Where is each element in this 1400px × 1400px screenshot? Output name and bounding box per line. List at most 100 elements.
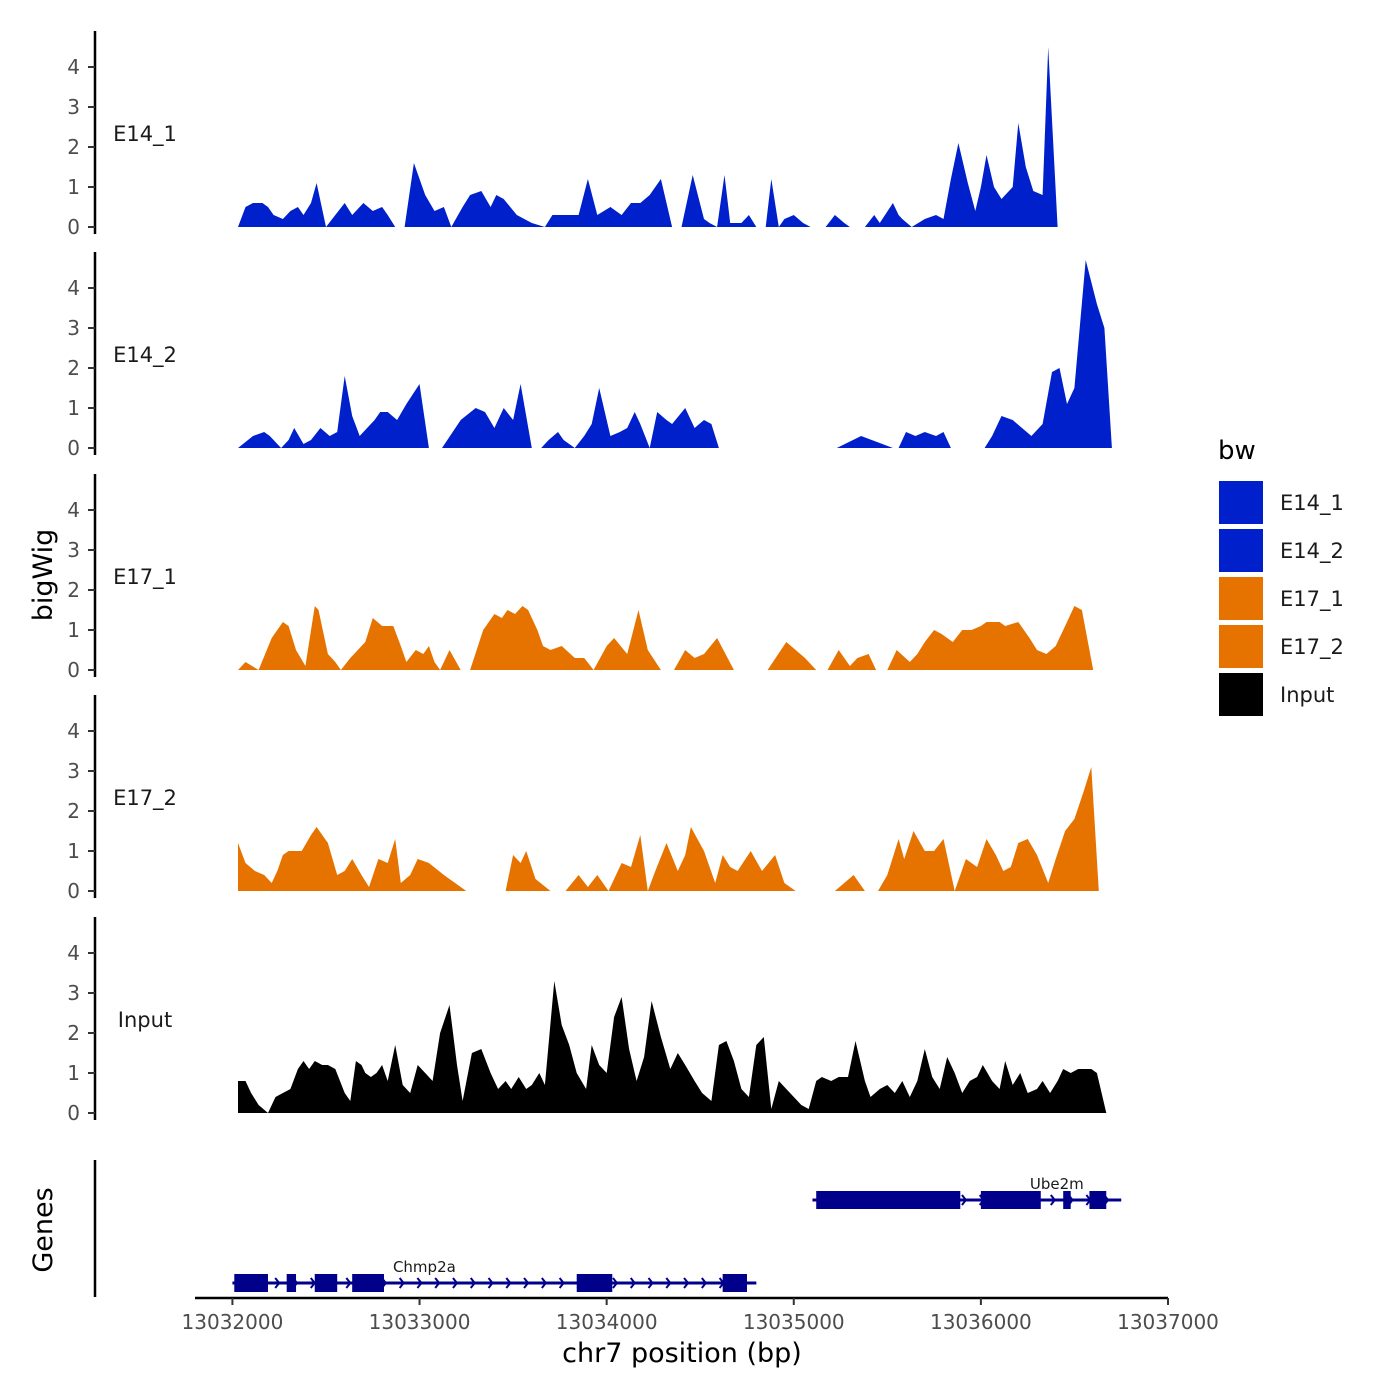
coverage-area-e17-2 <box>238 767 1116 891</box>
track-e17-2: 0 1 2 3 4 E17_2 <box>67 695 1116 903</box>
y-tick-label: 2 <box>67 578 80 602</box>
y-tick-label: 0 <box>67 436 80 460</box>
coverage-area-e14-1 <box>238 47 1112 227</box>
y-tick-label: 4 <box>67 941 80 965</box>
y-tick-label: 1 <box>67 618 80 642</box>
y-tick-label: 0 <box>67 879 80 903</box>
gene-chmp2a: Chmp2a <box>232 1258 757 1292</box>
track-label: E14_2 <box>113 343 177 368</box>
track-input: 0 1 2 3 4 Input <box>67 917 1112 1125</box>
y-tick-label: 2 <box>67 799 80 823</box>
y-tick-label: 1 <box>67 839 80 863</box>
strand-arrow <box>629 1277 637 1289</box>
legend-label: E17_1 <box>1280 587 1344 612</box>
y-tick-label: 4 <box>67 719 80 743</box>
legend-label: E17_2 <box>1280 635 1344 660</box>
y-tick-label: 3 <box>67 316 80 340</box>
y-tick-label: 4 <box>67 276 80 300</box>
legend-swatch <box>1219 529 1263 572</box>
strand-arrow <box>452 1277 459 1289</box>
track-label: E17_1 <box>113 565 177 590</box>
strand-arrow <box>487 1277 494 1289</box>
x-tick-label: 13037000 <box>1117 1310 1219 1334</box>
legend-swatch <box>1219 673 1263 716</box>
strand-arrow <box>665 1277 672 1289</box>
y-tick-label: 4 <box>67 55 80 79</box>
x-axis-title: chr7 position (bp) <box>562 1338 802 1369</box>
y-tick-label: 3 <box>67 538 80 562</box>
strand-arrow <box>683 1277 690 1289</box>
gene-exon <box>314 1274 338 1292</box>
strand-arrow <box>505 1277 512 1289</box>
legend-label: E14_1 <box>1280 491 1344 516</box>
legend: bw E14_1 E14_2 E17_1 E17_2 Input <box>1218 436 1344 716</box>
track-label: E17_2 <box>113 786 177 811</box>
strand-arrow <box>1050 1194 1057 1206</box>
genes-track-title: Genes <box>28 1187 59 1272</box>
legend-entry-e17-1: E17_1 <box>1219 577 1344 620</box>
coverage-area-input <box>238 981 1112 1113</box>
strand-arrow <box>701 1277 708 1289</box>
y-tick-label: 1 <box>67 396 80 420</box>
gene-exon <box>1089 1191 1107 1209</box>
strand-arrow <box>434 1277 441 1289</box>
x-tick-label: 13033000 <box>369 1310 471 1334</box>
gene-ube2m: Ube2m <box>812 1175 1122 1209</box>
x-tick-label: 13035000 <box>743 1310 845 1334</box>
gene-exon <box>234 1274 268 1292</box>
gene-exon <box>1063 1191 1071 1209</box>
strand-arrow <box>647 1277 654 1289</box>
legend-swatch <box>1219 625 1263 668</box>
y-tick-label: 3 <box>67 95 80 119</box>
strand-arrow <box>469 1277 477 1289</box>
coverage-area-e17-1 <box>238 606 1112 670</box>
y-tick-label: 1 <box>67 175 80 199</box>
track-e14-2: 0 1 2 3 4 E14_2 <box>67 252 1112 460</box>
track-label: Input <box>118 1008 172 1032</box>
gene-name-label: Chmp2a <box>393 1258 456 1276</box>
legend-label: E14_2 <box>1280 539 1344 564</box>
gene-exon <box>722 1274 747 1292</box>
y-tick-label: 3 <box>67 981 80 1005</box>
legend-entry-e14-1: E14_1 <box>1219 481 1344 524</box>
strand-arrow <box>416 1277 423 1289</box>
coverage-tracks: 0 1 2 3 4 E14_1 0 1 2 3 4 E14_2 0 1 2 3 4 E17_1 0 1 2 3 4 E17_2… <box>67 31 1116 1125</box>
y-tick-label: 0 <box>67 658 80 682</box>
y-tick-label: 2 <box>67 135 80 159</box>
strand-arrow <box>612 1277 619 1289</box>
legend-swatch <box>1219 577 1263 620</box>
x-tick-label: 13032000 <box>182 1310 284 1334</box>
track-e14-1: 0 1 2 3 4 E14_1 <box>67 31 1112 239</box>
gene-exon <box>286 1274 297 1292</box>
gene-exon <box>816 1191 961 1209</box>
legend-title: bw <box>1218 436 1256 466</box>
gene-track: Chmp2a Ube2m <box>93 1160 1122 1297</box>
legend-entry-e17-2: E17_2 <box>1219 625 1344 668</box>
coverage-area-e14-2 <box>238 260 1112 448</box>
y-tick-label: 4 <box>67 498 80 522</box>
strand-arrow <box>345 1277 352 1289</box>
y-tick-label: 3 <box>67 759 80 783</box>
strand-arrow <box>398 1277 405 1289</box>
y-tick-label: 2 <box>67 356 80 380</box>
gene-exon <box>980 1191 1041 1209</box>
track-e17-1: 0 1 2 3 4 E17_1 <box>67 474 1112 682</box>
gene-name-label: Ube2m <box>1030 1175 1084 1193</box>
y-tick-label: 1 <box>67 1061 80 1085</box>
strand-arrow <box>523 1277 530 1289</box>
y-tick-label: 0 <box>67 1101 80 1125</box>
x-axis: 13032000 13033000 13034000 13035000 13036000… <box>182 1296 1219 1334</box>
legend-swatch <box>1219 481 1263 524</box>
y-tick-label: 0 <box>67 215 80 239</box>
strand-arrow <box>541 1277 548 1289</box>
legend-entry-e14-2: E14_2 <box>1219 529 1344 572</box>
x-tick-label: 13034000 <box>556 1310 658 1334</box>
strand-arrow <box>558 1277 565 1289</box>
y-axis-title: bigWig <box>28 529 59 622</box>
y-tick-label: 2 <box>67 1021 80 1045</box>
gene-exon <box>576 1274 613 1292</box>
gene-exon <box>352 1274 384 1292</box>
legend-label: Input <box>1280 683 1334 707</box>
strand-arrow <box>961 1194 968 1206</box>
track-label: E14_1 <box>113 122 177 147</box>
